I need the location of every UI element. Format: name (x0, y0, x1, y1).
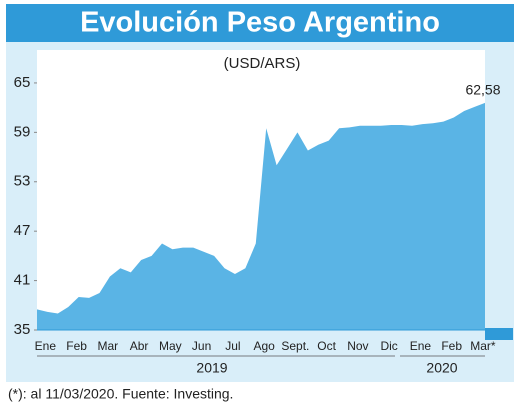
x-tick-label: Jul (225, 339, 240, 353)
y-tick-label: 53 (14, 173, 31, 190)
x-tick-label: Mar (98, 339, 119, 353)
y-tick-label: 35 (14, 321, 31, 338)
x-tick-label: Sept. (281, 339, 309, 353)
x-tick-label: Oct (317, 339, 336, 353)
x-tick-label: Ene (35, 339, 57, 353)
x-tick-label: Ene (410, 339, 432, 353)
y-tick-label: 59 (14, 123, 31, 140)
value-label: 62,58 (465, 82, 500, 98)
chart-title: Evolución Peso Argentino (80, 7, 440, 39)
x-tick-label: Nov (347, 339, 368, 353)
y-tick-label: 65 (14, 74, 31, 91)
x-tick-label: Abr (130, 339, 149, 353)
year-label: 2020 (426, 360, 457, 376)
x-tick-label: May (159, 339, 182, 353)
x-tick-label: Mar* (470, 339, 496, 353)
footnote: (*): al 11/03/2020. Fuente: Investing. (8, 386, 233, 402)
x-tick-label: Feb (66, 339, 87, 353)
y-tick-label: 47 (14, 222, 31, 239)
chart-subtitle: (USD/ARS) (224, 55, 301, 72)
x-tick-label: Ago (253, 339, 275, 353)
x-tick-label: Jun (192, 339, 211, 353)
area (37, 102, 485, 330)
y-tick-label: 41 (14, 272, 31, 289)
axis-strip (485, 328, 513, 340)
x-tick-label: Dic (380, 339, 397, 353)
title-bar (6, 4, 514, 42)
x-tick-label: Feb (441, 339, 462, 353)
year-label: 2019 (196, 360, 227, 376)
